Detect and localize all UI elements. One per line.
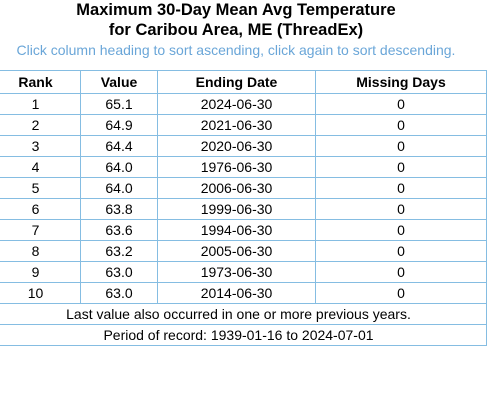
cell-missing-days: 0 xyxy=(315,93,487,115)
cell-missing-days: 0 xyxy=(315,114,487,136)
cell-rank: 8 xyxy=(0,240,81,262)
cell-rank: 7 xyxy=(0,219,81,241)
table-row: 1 65.1 2024-06-30 0 xyxy=(0,93,487,115)
cell-missing-days: 0 xyxy=(315,240,487,262)
cell-missing-days: 0 xyxy=(315,261,487,283)
page-subtitle: for Caribou Area, ME (ThreadEx) xyxy=(108,21,364,39)
table-row: 2 64.9 2021-06-30 0 xyxy=(0,114,487,136)
cell-ending-date: 1973-06-30 xyxy=(157,261,316,283)
cell-missing-days: 0 xyxy=(315,219,487,241)
cell-value: 64.9 xyxy=(80,114,158,136)
cell-ending-date: 2020-06-30 xyxy=(157,135,316,157)
cell-rank: 10 xyxy=(0,282,81,304)
footnote-row: Last value also occurred in one or more … xyxy=(0,303,487,325)
records-table: Rank Value Ending Date Missing Days 1 65… xyxy=(0,70,487,346)
cell-value: 63.2 xyxy=(80,240,158,262)
table-row: 4 64.0 1976-06-30 0 xyxy=(0,156,487,178)
cell-missing-days: 0 xyxy=(315,177,487,199)
cell-ending-date: 1976-06-30 xyxy=(157,156,316,178)
footnote-text: Last value also occurred in one or more … xyxy=(0,303,487,325)
cell-value: 65.1 xyxy=(80,93,158,115)
cell-ending-date: 2006-06-30 xyxy=(157,177,316,199)
cell-rank: 9 xyxy=(0,261,81,283)
table-row: 9 63.0 1973-06-30 0 xyxy=(0,261,487,283)
column-header-value[interactable]: Value xyxy=(80,70,158,94)
cell-value: 64.0 xyxy=(80,177,158,199)
table-row: 8 63.2 2005-06-30 0 xyxy=(0,240,487,262)
cell-value: 63.8 xyxy=(80,198,158,220)
cell-ending-date: 2005-06-30 xyxy=(157,240,316,262)
cell-value: 64.4 xyxy=(80,135,158,157)
page-title: Maximum 30-Day Mean Avg Temperature xyxy=(76,1,396,19)
column-header-ending-date[interactable]: Ending Date xyxy=(157,70,316,94)
cell-missing-days: 0 xyxy=(315,135,487,157)
cell-rank: 3 xyxy=(0,135,81,157)
table-row: 7 63.6 1994-06-30 0 xyxy=(0,219,487,241)
cell-value: 64.0 xyxy=(80,156,158,178)
cell-rank: 5 xyxy=(0,177,81,199)
table-header-row: Rank Value Ending Date Missing Days xyxy=(0,70,487,94)
cell-value: 63.0 xyxy=(80,282,158,304)
sort-instructions: Click column heading to sort ascending, … xyxy=(16,42,456,58)
cell-ending-date: 2021-06-30 xyxy=(157,114,316,136)
column-header-missing-days[interactable]: Missing Days xyxy=(315,70,487,94)
cell-value: 63.6 xyxy=(80,219,158,241)
cell-rank: 4 xyxy=(0,156,81,178)
table-row: 6 63.8 1999-06-30 0 xyxy=(0,198,487,220)
cell-rank: 1 xyxy=(0,93,81,115)
table-row: 3 64.4 2020-06-30 0 xyxy=(0,135,487,157)
cell-missing-days: 0 xyxy=(315,198,487,220)
table-row: 10 63.0 2014-06-30 0 xyxy=(0,282,487,304)
cell-ending-date: 2014-06-30 xyxy=(157,282,316,304)
period-of-record-text: Period of record: 1939-01-16 to 2024-07-… xyxy=(0,324,487,346)
cell-ending-date: 1999-06-30 xyxy=(157,198,316,220)
cell-rank: 6 xyxy=(0,198,81,220)
cell-missing-days: 0 xyxy=(315,156,487,178)
cell-rank: 2 xyxy=(0,114,81,136)
table-row: 5 64.0 2006-06-30 0 xyxy=(0,177,487,199)
cell-missing-days: 0 xyxy=(315,282,487,304)
cell-ending-date: 2024-06-30 xyxy=(157,93,316,115)
period-of-record-row: Period of record: 1939-01-16 to 2024-07-… xyxy=(0,324,487,346)
cell-value: 63.0 xyxy=(80,261,158,283)
cell-ending-date: 1994-06-30 xyxy=(157,219,316,241)
column-header-rank[interactable]: Rank xyxy=(0,70,81,94)
